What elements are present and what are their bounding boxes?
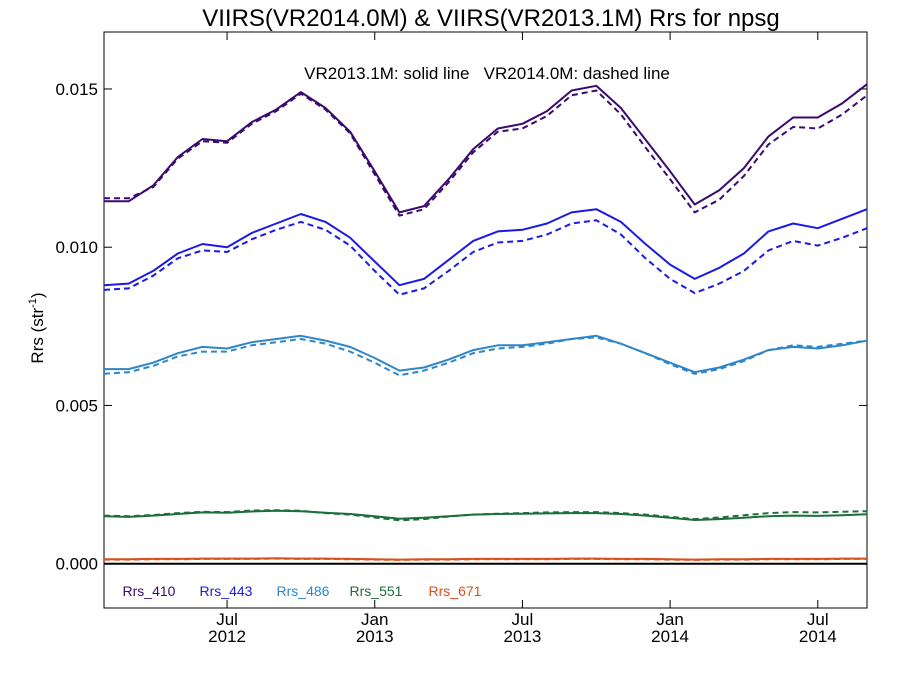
chart-title: VIIRS(VR2014.0M) & VIIRS(VR2013.1M) Rrs … <box>202 5 780 32</box>
series-line-Rrs_486-solid <box>104 334 867 374</box>
series-line-Rrs_551-dashed <box>104 509 867 522</box>
x-tick-label-year: 2014 <box>651 627 689 646</box>
x-tick-label-year: 2012 <box>208 627 246 646</box>
x-tick-label-year: 2014 <box>799 627 837 646</box>
y-axis-label-group: Rrs (str-1) <box>27 292 47 363</box>
x-tick-label-month: Jul <box>512 610 534 629</box>
series-line-Rrs_671-dashed <box>104 557 867 561</box>
legend-label-Rrs_486: Rrs_486 <box>277 583 330 599</box>
y-axis-label-close: ) <box>28 292 47 298</box>
legend-label-Rrs_551: Rrs_551 <box>350 583 403 599</box>
x-tick-label-month: Jul <box>807 610 829 629</box>
y-axis-label: Rrs (str-1) <box>27 292 47 363</box>
series-line-Rrs_410-dashed <box>104 89 867 217</box>
y-axis-label-text: Rrs (str <box>28 308 47 364</box>
series-line-Rrs_443-dashed <box>104 219 867 296</box>
legend-label-Rrs_671: Rrs_671 <box>429 583 482 599</box>
y-tick-label: 0.015 <box>55 80 98 99</box>
plot-area: 0.0000.0050.0100.015Jul2012Jan2013Jul201… <box>55 31 868 646</box>
y-tick-label: 0.010 <box>55 238 98 257</box>
series-line-Rrs_486-dashed <box>104 336 867 377</box>
series-line-Rrs_410-solid <box>104 83 867 214</box>
x-tick-label-year: 2013 <box>356 627 394 646</box>
line-style-annotation: VR2013.1M: solid line VR2014.0M: dashed … <box>304 64 670 83</box>
x-tick-label-month: Jan <box>656 610 683 629</box>
y-tick-label: 0.005 <box>55 396 98 415</box>
series-line-Rrs_443-solid <box>104 208 867 287</box>
x-tick-label-year: 2013 <box>504 627 542 646</box>
plot-frame <box>103 31 868 609</box>
y-axis-label-superscript: -1 <box>27 298 39 308</box>
x-tick-label-month: Jan <box>361 610 388 629</box>
legend-label-Rrs_443: Rrs_443 <box>200 583 253 599</box>
y-tick-label: 0.000 <box>55 555 98 574</box>
x-tick-label-month: Jul <box>216 610 238 629</box>
legend-label-Rrs_410: Rrs_410 <box>123 583 176 599</box>
